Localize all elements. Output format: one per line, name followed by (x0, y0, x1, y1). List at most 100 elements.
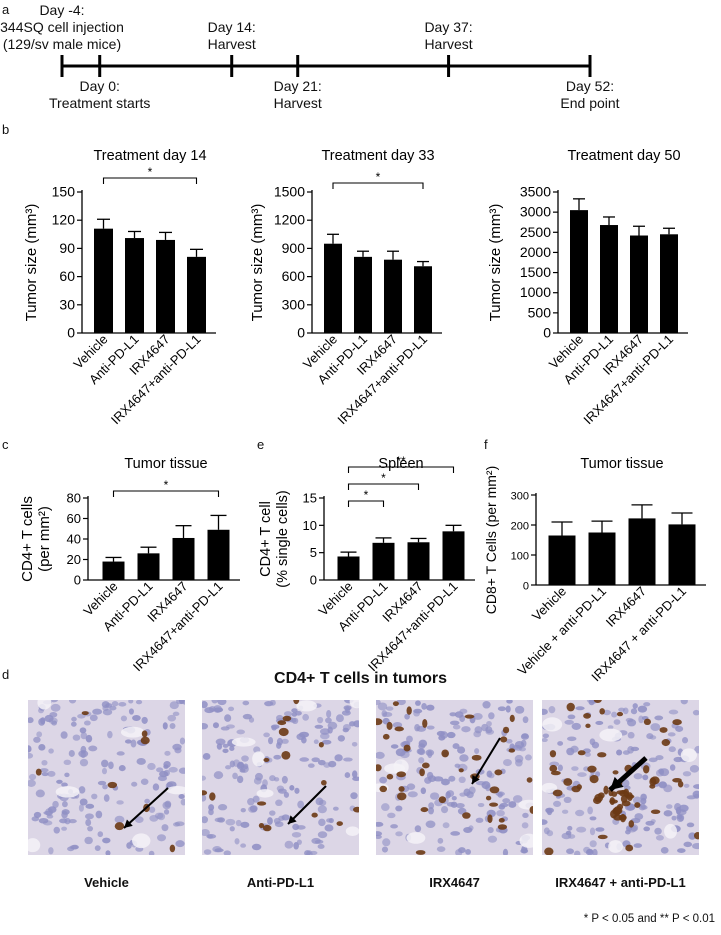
timeline-event-line: Day -4: (39, 2, 85, 18)
y-tick-label: 1500 (520, 264, 551, 280)
y-tick-label: 10 (303, 518, 317, 533)
nucleus (487, 826, 494, 834)
chart-svg: Treatment day 14 0 30 60 90 120 150 Tumor size … (23, 148, 216, 427)
nucleus (563, 796, 572, 804)
y-tick-label: 3500 (520, 184, 551, 200)
nucleus (381, 803, 390, 812)
nucleus (224, 714, 232, 722)
timeline-event-line: Day 0: (79, 78, 120, 94)
nucleus (589, 840, 597, 848)
micrograph-image (28, 700, 185, 855)
nucleus (179, 737, 185, 745)
nucleus (203, 849, 212, 855)
nucleus (446, 731, 456, 739)
nucleus (85, 803, 95, 809)
nucleus (307, 763, 315, 768)
vacuole (296, 700, 317, 712)
nucleus (392, 721, 403, 729)
nucleus (343, 705, 352, 711)
nucleus (70, 721, 77, 727)
nucleus (522, 812, 529, 819)
nucleus (379, 776, 388, 784)
cd4-positive-cell (597, 792, 605, 799)
nucleus (111, 701, 119, 707)
nucleus (126, 842, 132, 849)
y-tick-label: 0 (74, 573, 81, 588)
significance-marker: * (376, 170, 381, 184)
nucleus (352, 776, 359, 782)
nucleus (353, 720, 359, 728)
nucleus (437, 837, 444, 844)
nucleus (28, 779, 36, 787)
cd4-positive-cell (311, 812, 318, 818)
vacuole (518, 799, 533, 810)
nucleus (387, 812, 396, 819)
nucleus (420, 787, 427, 795)
y-axis-label: CD4+ T cells(per mm²) (19, 496, 53, 582)
cd4-positive-cell (263, 757, 270, 763)
y-tick-label: 2500 (520, 224, 551, 240)
nucleus (38, 743, 46, 751)
timeline-event-line: Day 37: (424, 19, 473, 35)
nucleus (148, 806, 156, 813)
cd4-positive-cell (612, 770, 619, 775)
bar (187, 256, 206, 333)
nucleus (130, 739, 137, 748)
vacuole (252, 751, 265, 767)
cd4-positive-cell (209, 792, 216, 801)
nucleus (668, 709, 679, 715)
nucleus (683, 783, 690, 788)
nucleus (452, 724, 461, 730)
nucleus (376, 831, 383, 837)
cd4-positive-cell (415, 850, 426, 855)
cd4-positive-cell (376, 718, 383, 726)
cd4-positive-cell (509, 714, 515, 723)
nucleus (28, 752, 34, 759)
cd4-positive-cell (406, 706, 412, 715)
cd4-positive-cell (398, 786, 405, 792)
nucleus (574, 850, 581, 855)
nucleus (223, 850, 232, 855)
nucleus (454, 763, 461, 768)
nucleus (414, 723, 421, 732)
arrow-head-icon (124, 819, 133, 828)
nucleus (178, 767, 185, 774)
nucleus (83, 720, 91, 726)
nucleus (222, 743, 229, 748)
bar (628, 518, 656, 585)
nucleus (289, 785, 295, 791)
nucleus (169, 701, 179, 710)
y-tick-label: 0 (67, 325, 75, 341)
y-axis-label: CD4+ T cell(% single cells) (258, 490, 291, 588)
nucleus (85, 818, 92, 827)
nucleus (278, 815, 285, 821)
nucleus (28, 745, 32, 753)
panel-letter-b: b (2, 122, 10, 137)
nucleus (136, 758, 146, 765)
nucleus (502, 848, 509, 855)
cd4-positive-cell (422, 762, 430, 769)
nucleus (676, 814, 684, 823)
nucleus (291, 831, 302, 838)
cd4-positive-cell (502, 726, 510, 734)
nucleus (175, 840, 185, 848)
nucleus (274, 821, 284, 828)
nucleus (571, 722, 582, 730)
nucleus (283, 711, 293, 717)
cd4-positive-cell (462, 812, 471, 819)
nucleus (429, 792, 440, 800)
nucleus (39, 768, 49, 773)
cd4-positive-cell (35, 768, 42, 776)
nucleus (251, 843, 262, 851)
nucleus (228, 706, 235, 712)
timeline-event-label: Day 21: Harvest (208, 78, 388, 112)
vacuole (166, 786, 185, 795)
nucleus (45, 808, 54, 817)
nucleus (291, 712, 298, 717)
nucleus (630, 708, 638, 715)
nucleus (324, 824, 334, 832)
nucleus (686, 822, 695, 828)
bar (137, 553, 160, 580)
cd4-positive-cell (386, 773, 394, 780)
nucleus (587, 806, 593, 815)
